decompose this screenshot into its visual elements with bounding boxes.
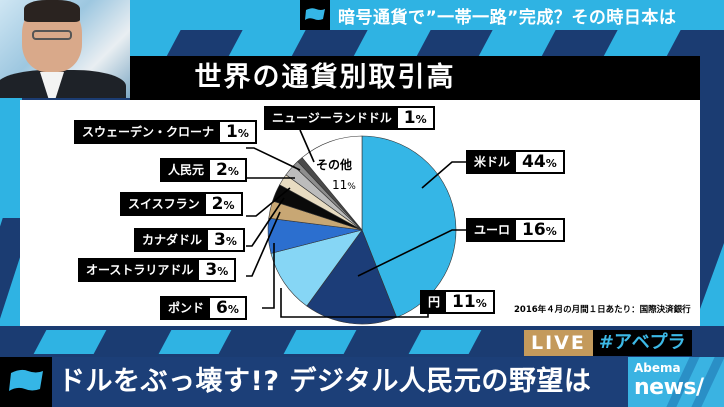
- label-aud: オーストラリアドル 3%: [78, 258, 237, 282]
- presenter-video-feed: [0, 0, 130, 98]
- label-gbp: ポンド 6%: [160, 296, 247, 320]
- label-jpy: 円 11%: [420, 290, 495, 314]
- top-headline-text: 暗号通貨で”一帯一路”完成？その時日本は: [338, 7, 677, 28]
- live-badge: LIVE: [524, 330, 593, 356]
- live-badge-group: LIVE #アベプラ: [524, 330, 692, 356]
- hashtag-badge: #アベプラ: [592, 330, 692, 356]
- flag-icon: [300, 0, 330, 30]
- chart-panel: 米ドル 44% ユーロ 16% 円 11% ポンド 6% オーストラリアドル 3…: [20, 100, 700, 326]
- label-other-pct: 11%: [332, 178, 356, 192]
- chart-title-bar: 世界の通貨別取引高: [130, 56, 700, 100]
- source-note: 2016年４月の月間１日あたり：国際決済銀行: [514, 305, 691, 315]
- bottom-headline-text: ドルをぶっ壊す!? デジタル人民元の野望は: [58, 366, 592, 397]
- label-eur: ユーロ 16%: [466, 218, 565, 242]
- label-usd: 米ドル 44%: [466, 150, 565, 174]
- top-stripe-band: [130, 0, 724, 58]
- label-sek: スウェーデン・クローナ 1%: [74, 120, 257, 144]
- pie-chart: [234, 129, 466, 325]
- pie-slice: [301, 135, 363, 231]
- label-other-name: その他: [316, 158, 353, 172]
- pie-slice: [306, 229, 397, 325]
- top-headline: 暗号通貨で”一帯一路”完成？その時日本は: [300, 0, 676, 30]
- label-cny: 人民元 2%: [160, 158, 247, 182]
- flag-icon: [0, 357, 52, 407]
- bottom-headline-bar: [0, 357, 724, 407]
- label-cad: カナダドル 3%: [134, 228, 245, 252]
- abema-news-logo: Abema news/: [628, 357, 724, 407]
- label-chf: スイスフラン 2%: [120, 192, 243, 216]
- pie-slice: [270, 229, 363, 307]
- left-stripe: [0, 98, 22, 328]
- chart-title: 世界の通貨別取引高: [194, 62, 456, 93]
- label-nzd: ニュージーランドドル 1%: [264, 106, 435, 130]
